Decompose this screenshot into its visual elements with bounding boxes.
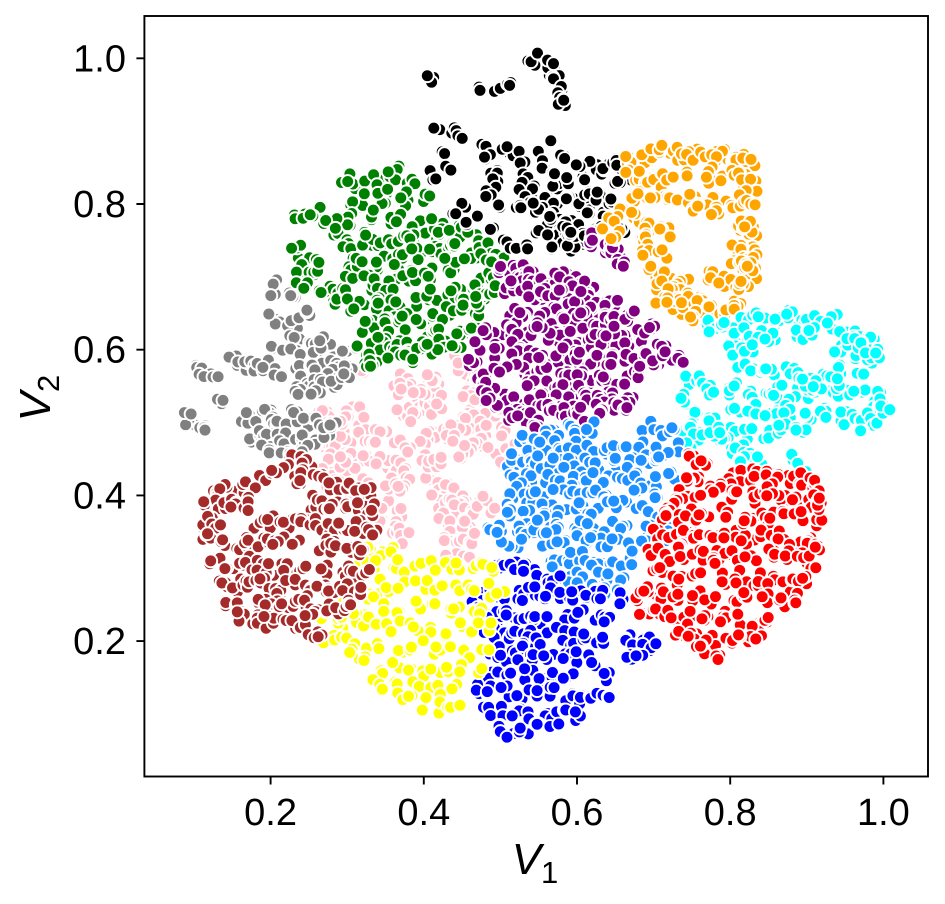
svg-text:0.8: 0.8: [704, 792, 757, 834]
svg-text:1.0: 1.0: [857, 792, 910, 834]
svg-text:0.2: 0.2: [244, 792, 297, 834]
svg-text:0.4: 0.4: [73, 475, 126, 517]
svg-text:0.8: 0.8: [73, 184, 126, 226]
svg-text:0.6: 0.6: [73, 330, 126, 372]
svg-text:V1: V1: [512, 835, 559, 890]
svg-text:1.0: 1.0: [73, 38, 126, 80]
svg-text:0.4: 0.4: [397, 792, 450, 834]
svg-text:0.6: 0.6: [551, 792, 604, 834]
svg-text:0.2: 0.2: [73, 621, 126, 663]
